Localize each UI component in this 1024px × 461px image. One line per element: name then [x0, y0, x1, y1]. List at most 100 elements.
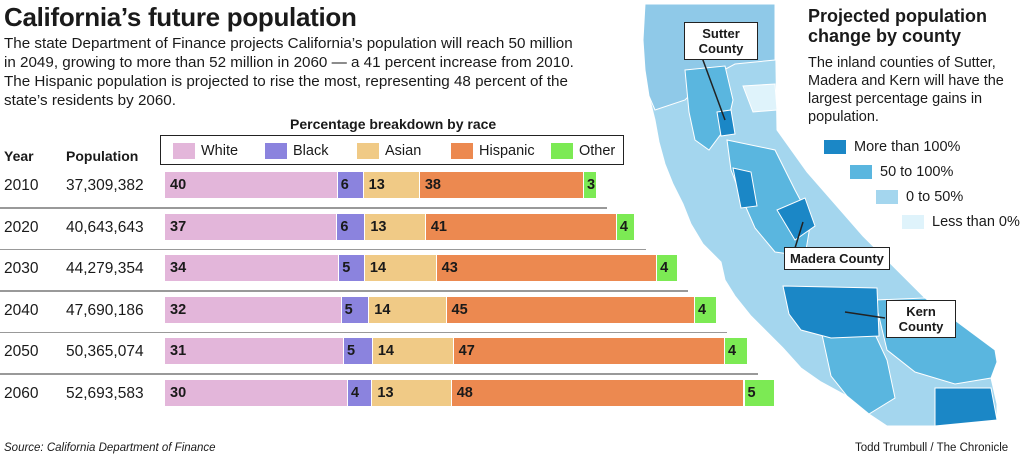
kern-county-callout: Kern County — [886, 300, 956, 338]
bar-segment-black: 6 — [337, 213, 365, 240]
sutter-county-callout: Sutter County — [684, 22, 758, 60]
bar-segment-hispanic: 47 — [453, 338, 724, 364]
bar-segment-asian: 14 — [372, 338, 453, 364]
bar-value-label: 47 — [458, 343, 475, 359]
madera-county-shape — [776, 197, 816, 241]
bar-value-label: 13 — [370, 218, 387, 235]
bar-value-label: 4 — [351, 384, 360, 401]
bar-value-label: 4 — [619, 218, 628, 235]
year-label: 2030 — [4, 260, 39, 277]
population-value: 47,690,186 — [66, 301, 144, 319]
bar-value-label: 5 — [346, 343, 356, 359]
bar-segment-white: 31 — [165, 338, 343, 364]
bar-segment-hispanic: 41 — [425, 213, 616, 240]
bar-value-label: 34 — [170, 260, 187, 276]
bar-value-label: 13 — [368, 177, 385, 193]
region-decline — [742, 83, 778, 113]
map-legend-label: 0 to 50% — [906, 189, 964, 205]
madera-county-callout: Madera County — [784, 247, 890, 270]
bar-segment-black: 5 — [343, 338, 372, 364]
bar-segment-black: 4 — [348, 379, 372, 406]
bar-value-label: 38 — [424, 177, 441, 193]
map-description: The inland counties of Sutter, Madera an… — [808, 55, 1004, 125]
map-legend-swatch — [824, 140, 846, 154]
bar-segment-other: 3 — [583, 172, 596, 198]
bar-segment-other: 4 — [694, 296, 717, 323]
row-divider — [0, 290, 688, 292]
bar-value-label: 6 — [340, 177, 349, 193]
legend-label-hispanic: Hispanic — [479, 143, 535, 159]
bar-value-label: 43 — [441, 260, 458, 276]
year-label: 2020 — [4, 218, 39, 236]
population-value: 37,309,382 — [66, 177, 144, 194]
legend-label-other: Other — [579, 143, 616, 159]
bar-segment-hispanic: 48 — [451, 379, 744, 406]
bar-segment-black: 6 — [337, 172, 363, 198]
row-divider — [0, 331, 728, 333]
map-legend-item: Less than 0% — [902, 214, 1020, 230]
map-legend-item: More than 100% — [824, 139, 960, 155]
bar-segment-other: 5 — [744, 379, 774, 406]
bar-value-label: 13 — [377, 384, 394, 401]
bar-segment-hispanic: 45 — [446, 296, 694, 323]
bar-value-label: 4 — [697, 301, 707, 318]
population-value: 40,643,643 — [66, 218, 144, 236]
row-divider — [0, 207, 607, 209]
bar-segment-white: 40 — [165, 172, 337, 198]
source-note: Source: California Department of Finance — [4, 442, 216, 454]
bar-segment-asian: 14 — [364, 255, 436, 281]
credit-line: Todd Trumbull / The Chronicle — [855, 442, 1009, 454]
year-label: 2060 — [4, 384, 39, 402]
legend-item-black: Black — [265, 142, 328, 160]
bar-value-label: 6 — [340, 218, 349, 235]
breakdown-title: Percentage breakdown by race — [290, 116, 497, 132]
bar-segment-hispanic: 38 — [419, 172, 583, 198]
bar-value-label: 3 — [586, 177, 596, 193]
year-label: 2040 — [4, 301, 39, 319]
map-legend-label: 50 to 100% — [880, 164, 954, 180]
population-value: 44,279,354 — [66, 260, 144, 277]
bar-segment-white: 32 — [165, 296, 341, 323]
race-legend: White Black Asian Hispanic Other — [160, 135, 624, 165]
bar-value-label: 37 — [170, 218, 187, 235]
map-legend-label: More than 100% — [854, 139, 961, 155]
legend-swatch-black — [265, 143, 287, 159]
legend-item-white: White — [173, 142, 238, 160]
map-legend-swatch — [876, 190, 898, 204]
chart-title: California’s future population — [4, 2, 357, 32]
year-column-header: Year — [4, 148, 34, 164]
bar-segment-white: 37 — [165, 213, 337, 240]
bar-segment-white: 30 — [165, 379, 347, 406]
legend-label-white: White — [201, 143, 239, 159]
map-legend-item: 50 to 100% — [850, 164, 953, 180]
imperial-county-shape — [934, 387, 998, 427]
bar-value-label: 31 — [170, 343, 187, 359]
legend-swatch-other — [551, 143, 573, 159]
legend-swatch-asian — [357, 143, 379, 159]
map-legend-item: 0 to 50% — [876, 189, 963, 205]
map-title: Projected population change by county — [808, 6, 988, 46]
bar-segment-asian: 13 — [372, 379, 451, 406]
intro-text: The state Department of Finance projects… — [4, 35, 574, 109]
legend-item-hispanic: Hispanic — [451, 142, 535, 160]
bar-value-label: 32 — [170, 301, 187, 318]
bar-segment-asian: 13 — [363, 172, 419, 198]
bar-value-label: 48 — [456, 384, 473, 401]
sutter-county-shape — [716, 109, 736, 137]
legend-item-other: Other — [551, 142, 615, 160]
bar-value-label: 14 — [377, 343, 394, 359]
year-label: 2010 — [4, 177, 39, 194]
bar-value-label: 40 — [170, 177, 187, 193]
legend-item-asian: Asian — [357, 142, 421, 160]
bar-segment-white: 34 — [165, 255, 339, 281]
row-divider — [0, 248, 646, 250]
map-legend-swatch — [850, 165, 872, 179]
bar-segment-other: 4 — [657, 255, 677, 281]
region-mid-valley-county — [732, 167, 758, 209]
bar-value-label: 4 — [660, 260, 669, 276]
bar-segment-other: 4 — [724, 338, 748, 364]
bar-value-label: 45 — [451, 301, 468, 318]
bar-segment-other: 4 — [616, 213, 635, 240]
bar-value-label: 14 — [374, 301, 391, 318]
bar-value-label: 41 — [430, 218, 447, 235]
